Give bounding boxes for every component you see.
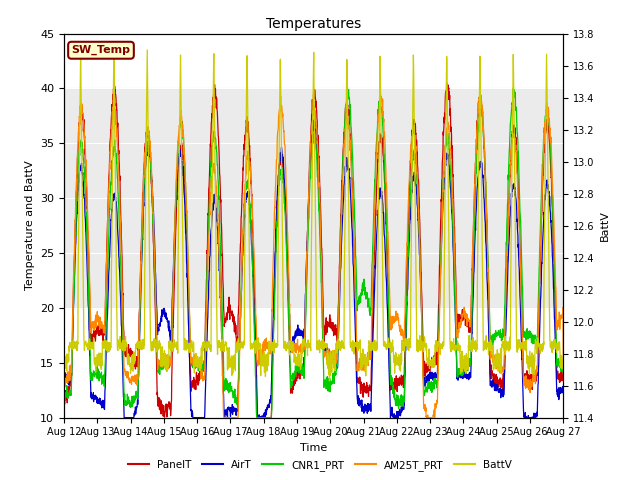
X-axis label: Time: Time: [300, 443, 327, 453]
Y-axis label: Temperature and BattV: Temperature and BattV: [24, 161, 35, 290]
Title: Temperatures: Temperatures: [266, 17, 361, 31]
Y-axis label: BattV: BattV: [600, 210, 610, 241]
Text: SW_Temp: SW_Temp: [72, 45, 131, 55]
Bar: [64, 88, 563, 308]
Legend: PanelT, AirT, CNR1_PRT, AM25T_PRT, BattV: PanelT, AirT, CNR1_PRT, AM25T_PRT, BattV: [124, 456, 516, 475]
